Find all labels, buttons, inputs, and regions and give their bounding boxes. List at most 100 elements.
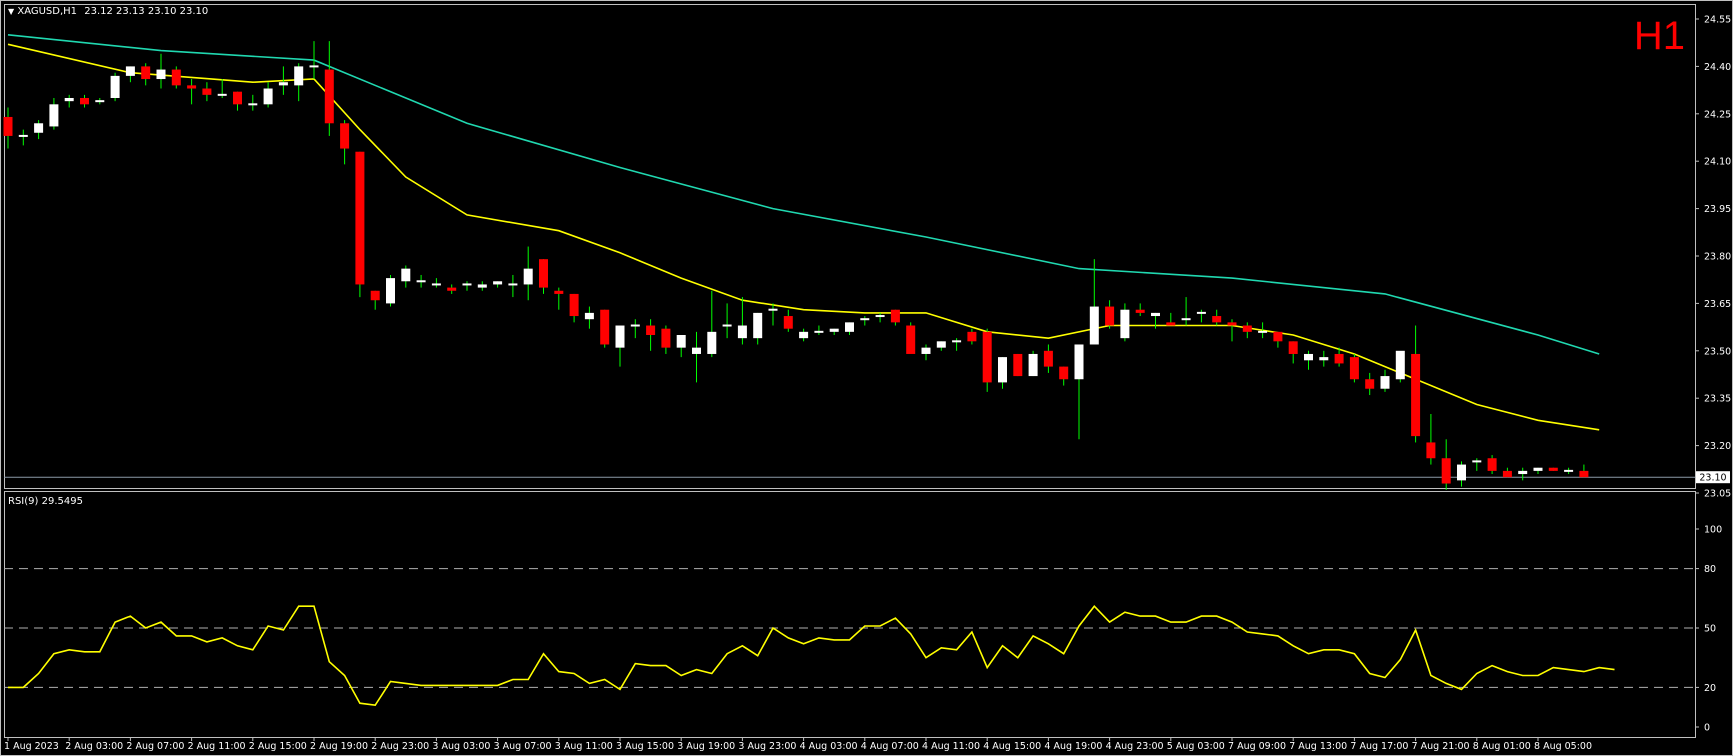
price-axis-label: 23.20	[1704, 441, 1731, 452]
current-price-tag-label: 23.10	[1699, 473, 1726, 484]
candle-body	[477, 284, 487, 288]
candle-body	[539, 259, 548, 288]
time-axis-label: 4 Aug 19:00	[1044, 741, 1102, 752]
price-axis-label: 24.25	[1704, 109, 1731, 120]
candle-body	[661, 328, 671, 348]
moving-average-fast	[7, 43, 1600, 431]
time-axis-label: 7 Aug 09:00	[1228, 741, 1286, 752]
candle-body	[1135, 309, 1145, 313]
candle-body	[1089, 306, 1099, 345]
time-axis-label: 2 Aug 03:00	[65, 741, 123, 752]
current-price-tag	[1696, 471, 1730, 484]
candle-body	[845, 322, 854, 332]
candle-body	[1304, 353, 1313, 361]
candle-body	[921, 347, 931, 354]
candle-body	[906, 325, 916, 354]
rsi-axis-label: 100	[1704, 525, 1722, 536]
time-axis-label: 5 Aug 03:00	[1167, 741, 1225, 752]
symbol-name: XAGUSD,H1	[17, 6, 78, 17]
time-axis-label: 2 Aug 11:00	[188, 741, 246, 752]
candle-body	[1013, 353, 1023, 377]
collapse-triangle-icon[interactable]: ▼	[8, 7, 15, 16]
candle-body	[1043, 350, 1053, 367]
candle-body	[370, 290, 380, 301]
candle-body	[600, 309, 610, 345]
candle-body	[569, 293, 579, 317]
candle-body	[584, 312, 594, 320]
candle-body	[125, 66, 135, 76]
candle-body	[829, 328, 839, 332]
candle-body	[386, 278, 395, 304]
candle-body	[3, 116, 13, 136]
candle-body	[1502, 470, 1512, 478]
candle-body	[49, 104, 59, 127]
candle-body	[1334, 353, 1344, 364]
candle-body	[998, 357, 1007, 383]
rsi-line	[8, 604, 1615, 707]
candle-body	[493, 281, 503, 285]
candle-body	[141, 66, 151, 80]
rsi-axis-label: 80	[1704, 564, 1716, 575]
candle-body	[447, 287, 457, 291]
candle-body	[646, 325, 656, 335]
candle-body	[1457, 464, 1466, 481]
time-axis-label: 8 Aug 05:00	[1534, 741, 1592, 752]
candle-body	[1548, 467, 1558, 471]
candle-body	[707, 331, 717, 354]
candle-body	[1074, 344, 1084, 380]
time-axis-label: 4 Aug 11:00	[922, 741, 980, 752]
price-panel-border	[4, 4, 1696, 489]
candle-body	[263, 88, 273, 105]
time-axis-label: 2 Aug 15:00	[249, 741, 307, 752]
time-axis-label: 4 Aug 03:00	[800, 741, 858, 752]
candle-body	[171, 69, 181, 86]
candle-body	[523, 268, 533, 285]
time-axis-label: 2 Aug 07:00	[126, 741, 184, 752]
candle-body	[1411, 353, 1421, 437]
candle-body	[355, 151, 365, 285]
time-axis-label: 8 Aug 01:00	[1473, 741, 1531, 752]
time-axis-label: 3 Aug 15:00	[616, 741, 674, 752]
candle-body	[80, 98, 89, 105]
time-axis-label: 3 Aug 07:00	[494, 741, 552, 752]
price-axis-label: 24.40	[1704, 62, 1731, 73]
candle-body	[890, 309, 900, 323]
candle-body	[1441, 458, 1451, 484]
candle-body	[1380, 376, 1390, 389]
rsi-panel-border	[4, 491, 1696, 738]
price-axis-label: 23.80	[1704, 252, 1731, 263]
candle-body	[799, 331, 809, 339]
candle-body	[1227, 322, 1237, 326]
candle-body	[1319, 357, 1329, 361]
candle-body	[1288, 341, 1298, 354]
candle-body	[1579, 470, 1589, 478]
time-axis-label: 7 Aug 21:00	[1412, 741, 1470, 752]
time-axis-label: 2 Aug 19:00	[310, 741, 368, 752]
price-axis-label: 24.55	[1704, 15, 1731, 26]
candle-body	[1120, 309, 1130, 339]
time-axis-label: 4 Aug 23:00	[1106, 741, 1164, 752]
candle-body	[1395, 350, 1405, 380]
rsi-indicator-label: RSI(9) 29.5495	[8, 496, 83, 507]
candle-body	[1426, 442, 1436, 459]
time-axis-label: 1 Aug 2023	[4, 741, 59, 752]
candle-body	[1242, 325, 1252, 332]
candle-body	[278, 82, 288, 86]
time-axis-label: 3 Aug 19:00	[677, 741, 735, 752]
candle-body	[1059, 366, 1069, 380]
rsi-axis-label: 50	[1704, 624, 1716, 635]
candle-body	[967, 331, 977, 342]
candle-body	[1273, 331, 1283, 342]
timeframe-badge: H1	[1633, 14, 1685, 58]
candle-body	[340, 123, 350, 149]
candle-body	[982, 331, 992, 383]
candle-body	[34, 123, 44, 133]
candle-body	[692, 347, 701, 354]
candle-body	[1518, 470, 1528, 475]
candle-body	[324, 69, 334, 124]
time-axis-label: 7 Aug 13:00	[1289, 741, 1347, 752]
time-axis-label: 7 Aug 17:00	[1350, 741, 1408, 752]
